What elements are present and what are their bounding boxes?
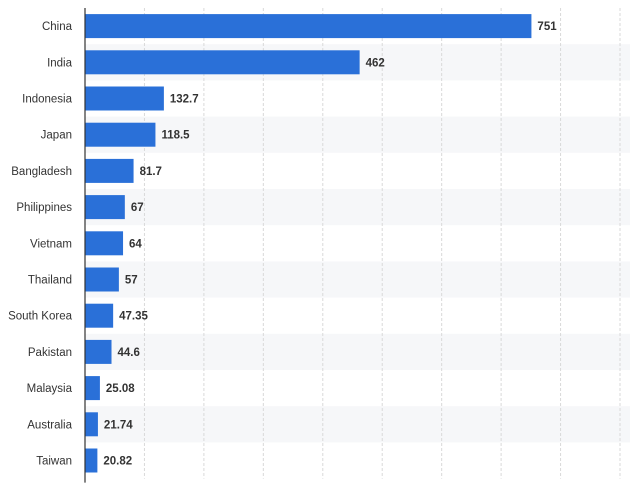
data-label: 132.7 xyxy=(170,94,199,106)
data-label: 462 xyxy=(366,57,385,69)
category-label: Pakistan xyxy=(28,347,72,359)
category-label: Australia xyxy=(27,419,72,431)
category-label: Taiwan xyxy=(36,456,72,468)
bar xyxy=(85,339,112,364)
bar xyxy=(85,448,98,473)
data-label: 57 xyxy=(125,275,138,287)
bar xyxy=(85,50,360,75)
row-stripe xyxy=(85,261,630,298)
category-label: Vietnam xyxy=(30,238,72,250)
category-label: South Korea xyxy=(8,311,73,323)
category-label: India xyxy=(47,57,73,69)
data-label: 81.7 xyxy=(140,166,162,178)
category-label: Indonesia xyxy=(22,94,72,106)
bar xyxy=(85,267,119,292)
data-label: 21.74 xyxy=(104,419,133,431)
bar xyxy=(85,122,156,147)
bar xyxy=(85,376,100,401)
category-label: China xyxy=(42,21,73,33)
data-label: 47.35 xyxy=(119,311,148,323)
bar xyxy=(85,158,134,183)
data-label: 25.08 xyxy=(106,383,135,395)
bar xyxy=(85,231,124,256)
row-stripe xyxy=(85,406,630,443)
data-label: 751 xyxy=(537,21,557,33)
data-label: 118.5 xyxy=(161,130,190,142)
data-label: 44.6 xyxy=(118,347,140,359)
data-label: 64 xyxy=(129,238,142,250)
category-label: Japan xyxy=(41,130,72,142)
bar xyxy=(85,303,114,328)
bar xyxy=(85,195,125,220)
category-label: Malaysia xyxy=(27,383,73,395)
bar xyxy=(85,14,532,39)
data-label: 20.82 xyxy=(103,456,132,468)
category-label: Thailand xyxy=(28,275,72,287)
category-label: Philippines xyxy=(16,202,72,214)
bar xyxy=(85,412,98,437)
row-stripe xyxy=(85,333,630,370)
row-stripe xyxy=(85,189,630,226)
row-stripe xyxy=(85,116,630,153)
data-label: 67 xyxy=(131,202,144,214)
bar xyxy=(85,86,164,111)
category-label: Bangladesh xyxy=(11,166,72,178)
